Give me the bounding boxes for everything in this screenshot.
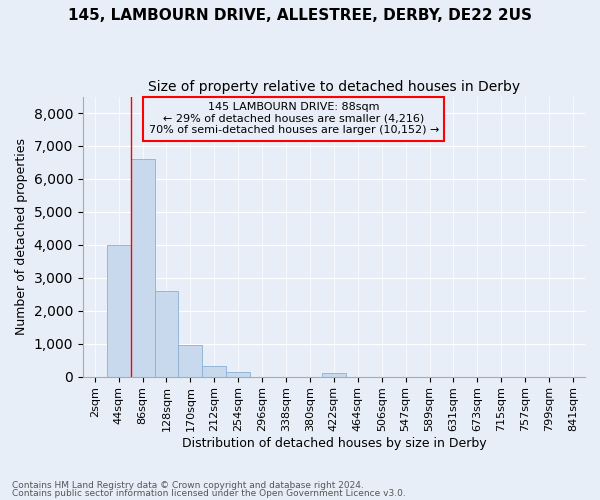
Bar xyxy=(155,291,178,376)
Text: 145 LAMBOURN DRIVE: 88sqm  
← 29% of detached houses are smaller (4,216)
70% of : 145 LAMBOURN DRIVE: 88sqm ← 29% of detac… xyxy=(149,102,439,136)
Text: Contains HM Land Registry data © Crown copyright and database right 2024.: Contains HM Land Registry data © Crown c… xyxy=(12,481,364,490)
Text: Contains public sector information licensed under the Open Government Licence v3: Contains public sector information licen… xyxy=(12,488,406,498)
Bar xyxy=(202,366,226,376)
Bar xyxy=(178,346,202,376)
Bar xyxy=(226,372,250,376)
Bar xyxy=(322,374,346,376)
Title: Size of property relative to detached houses in Derby: Size of property relative to detached ho… xyxy=(148,80,520,94)
Y-axis label: Number of detached properties: Number of detached properties xyxy=(15,138,28,335)
X-axis label: Distribution of detached houses by size in Derby: Distribution of detached houses by size … xyxy=(182,437,486,450)
Text: 145, LAMBOURN DRIVE, ALLESTREE, DERBY, DE22 2US: 145, LAMBOURN DRIVE, ALLESTREE, DERBY, D… xyxy=(68,8,532,22)
Bar xyxy=(131,159,155,376)
Bar xyxy=(107,245,131,376)
